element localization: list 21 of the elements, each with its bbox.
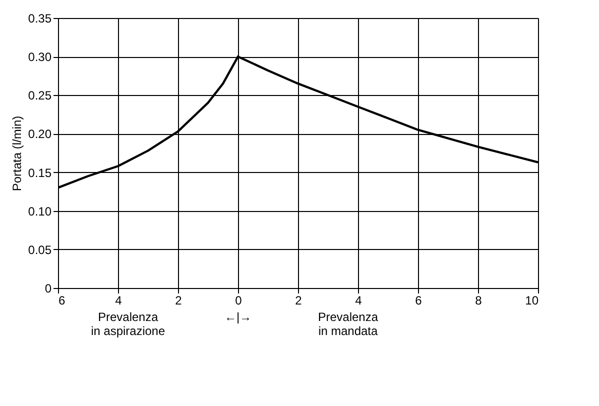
y-tick-label: 0.25 [28,88,52,103]
x-tick-label: 6 [58,294,66,308]
y-tick-label: 0 [44,282,52,296]
y-tick-label: 0.15 [28,166,52,180]
x-tick-label: 4 [355,294,362,308]
x-tick-label: 2 [295,294,302,308]
y-tick-label: 0.10 [28,204,52,218]
text: ←|→ [224,310,252,324]
text: Prevalenza in mandata [318,310,378,338]
x-tick-label: 2 [175,294,182,308]
x-tick-label: 4 [115,294,122,308]
x-tick-label: 0 [235,294,242,308]
x-tick-label: 10 [525,294,539,308]
y-tick-label: 0.20 [28,127,52,142]
x-tick-label: 8 [475,294,482,308]
y-tick-label: 0.30 [28,50,52,64]
y-tick-label: 0.35 [28,12,52,26]
x-tick-label: 6 [415,294,422,308]
y-tick-label: 0.05 [28,242,52,257]
text: Prevalenza in aspirazione [90,310,166,338]
y-axis-title: Portata (l/min) [10,116,24,192]
